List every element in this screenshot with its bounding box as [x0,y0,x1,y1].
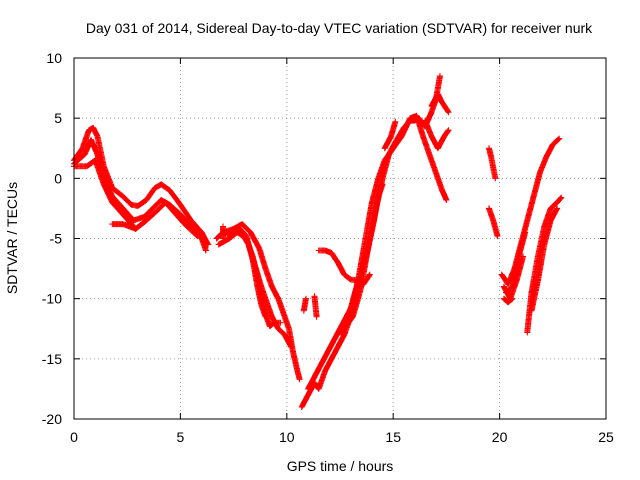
data-track [500,295,516,306]
data-track [213,221,303,383]
data-track [528,205,561,314]
y-tick-label: -5 [50,231,63,247]
y-tick-label: -10 [42,291,62,307]
data-point-marks [486,205,501,240]
data-point-marks [213,221,303,383]
data-point-marks [300,295,309,314]
y-tick-label: 5 [54,110,62,126]
data-track [339,181,386,338]
data-point-marks [71,136,209,254]
data-point-marks [315,247,373,288]
data-point-marks [381,118,399,152]
data-point-marks [528,205,561,314]
data-point-marks [311,293,320,320]
data-track [300,295,309,314]
y-tick-label: 10 [46,50,62,66]
x-tick-label: 25 [598,429,614,445]
chart-title: Day 031 of 2014, Sidereal Day-to-day VTE… [86,20,593,36]
y-axis-label: SDTVAR / TECUs [4,182,20,294]
y-axis-tick-labels: -20 -15 -10 -5 0 5 10 [42,50,62,427]
x-tick-label: 5 [177,429,185,445]
x-axis-label: GPS time / hours [287,458,394,474]
data-track [311,293,320,320]
y-tick-label: -20 [42,411,62,427]
data-series [71,73,565,410]
data-track [71,136,209,254]
data-track [486,205,501,240]
data-track [381,118,399,152]
data-track [237,225,269,320]
data-point-marks [428,91,452,116]
x-tick-label: 0 [70,429,78,445]
data-point-marks [422,117,452,152]
axis-ticks [73,57,607,420]
data-track [422,117,452,152]
x-tick-label: 10 [279,429,295,445]
data-point-marks [220,223,226,242]
data-track [109,221,139,232]
data-track [503,229,529,296]
data-track [220,223,226,242]
grid-lines [74,58,606,419]
y-tick-label: 0 [54,170,62,186]
x-axis-tick-labels: 0 5 10 15 20 25 [70,429,614,445]
data-point-marks [237,225,269,320]
data-point-marks [503,229,529,296]
y-tick-label: -15 [42,351,62,367]
x-tick-label: 20 [492,429,508,445]
data-point-marks [500,295,516,306]
data-track [428,91,452,116]
x-tick-label: 15 [385,429,401,445]
data-track [486,145,499,182]
data-point-marks [486,145,499,182]
data-track [315,247,373,288]
data-point-marks [109,221,139,232]
data-point-marks [339,181,386,338]
